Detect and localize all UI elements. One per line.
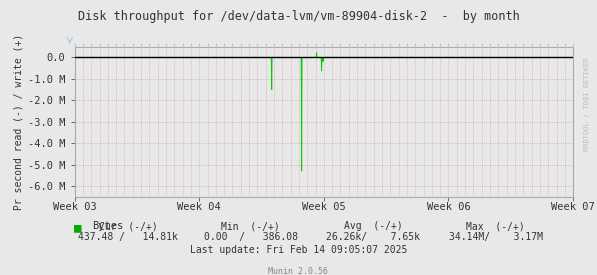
Text: 0.00  /   386.08: 0.00 / 386.08 — [204, 232, 298, 242]
Text: Avg  (-/+): Avg (-/+) — [344, 221, 402, 231]
Text: 26.26k/    7.65k: 26.26k/ 7.65k — [326, 232, 420, 242]
Text: Week 07: Week 07 — [551, 202, 595, 212]
Text: Munin 2.0.56: Munin 2.0.56 — [269, 267, 328, 275]
Text: Max  (-/+): Max (-/+) — [466, 221, 525, 231]
Text: 34.14M/    3.17M: 34.14M/ 3.17M — [448, 232, 543, 242]
Text: Week 04: Week 04 — [177, 202, 221, 212]
Text: Week 06: Week 06 — [427, 202, 470, 212]
Text: ■: ■ — [74, 221, 81, 234]
Y-axis label: Pr second read (-) / write (+): Pr second read (-) / write (+) — [14, 34, 24, 210]
Text: 437.48 /   14.81k: 437.48 / 14.81k — [78, 232, 179, 242]
Text: Cur  (-/+): Cur (-/+) — [99, 221, 158, 231]
Text: Last update: Fri Feb 14 09:05:07 2025: Last update: Fri Feb 14 09:05:07 2025 — [190, 245, 407, 255]
Text: Week 05: Week 05 — [302, 202, 346, 212]
Text: Min  (-/+): Min (-/+) — [221, 221, 280, 231]
Text: Week 03: Week 03 — [53, 202, 97, 212]
Text: RRDTOOL / TOBI OETIKER: RRDTOOL / TOBI OETIKER — [584, 58, 590, 151]
Text: Disk throughput for /dev/data-lvm/vm-89904-disk-2  -  by month: Disk throughput for /dev/data-lvm/vm-899… — [78, 10, 519, 23]
Text: Bytes: Bytes — [93, 221, 124, 231]
